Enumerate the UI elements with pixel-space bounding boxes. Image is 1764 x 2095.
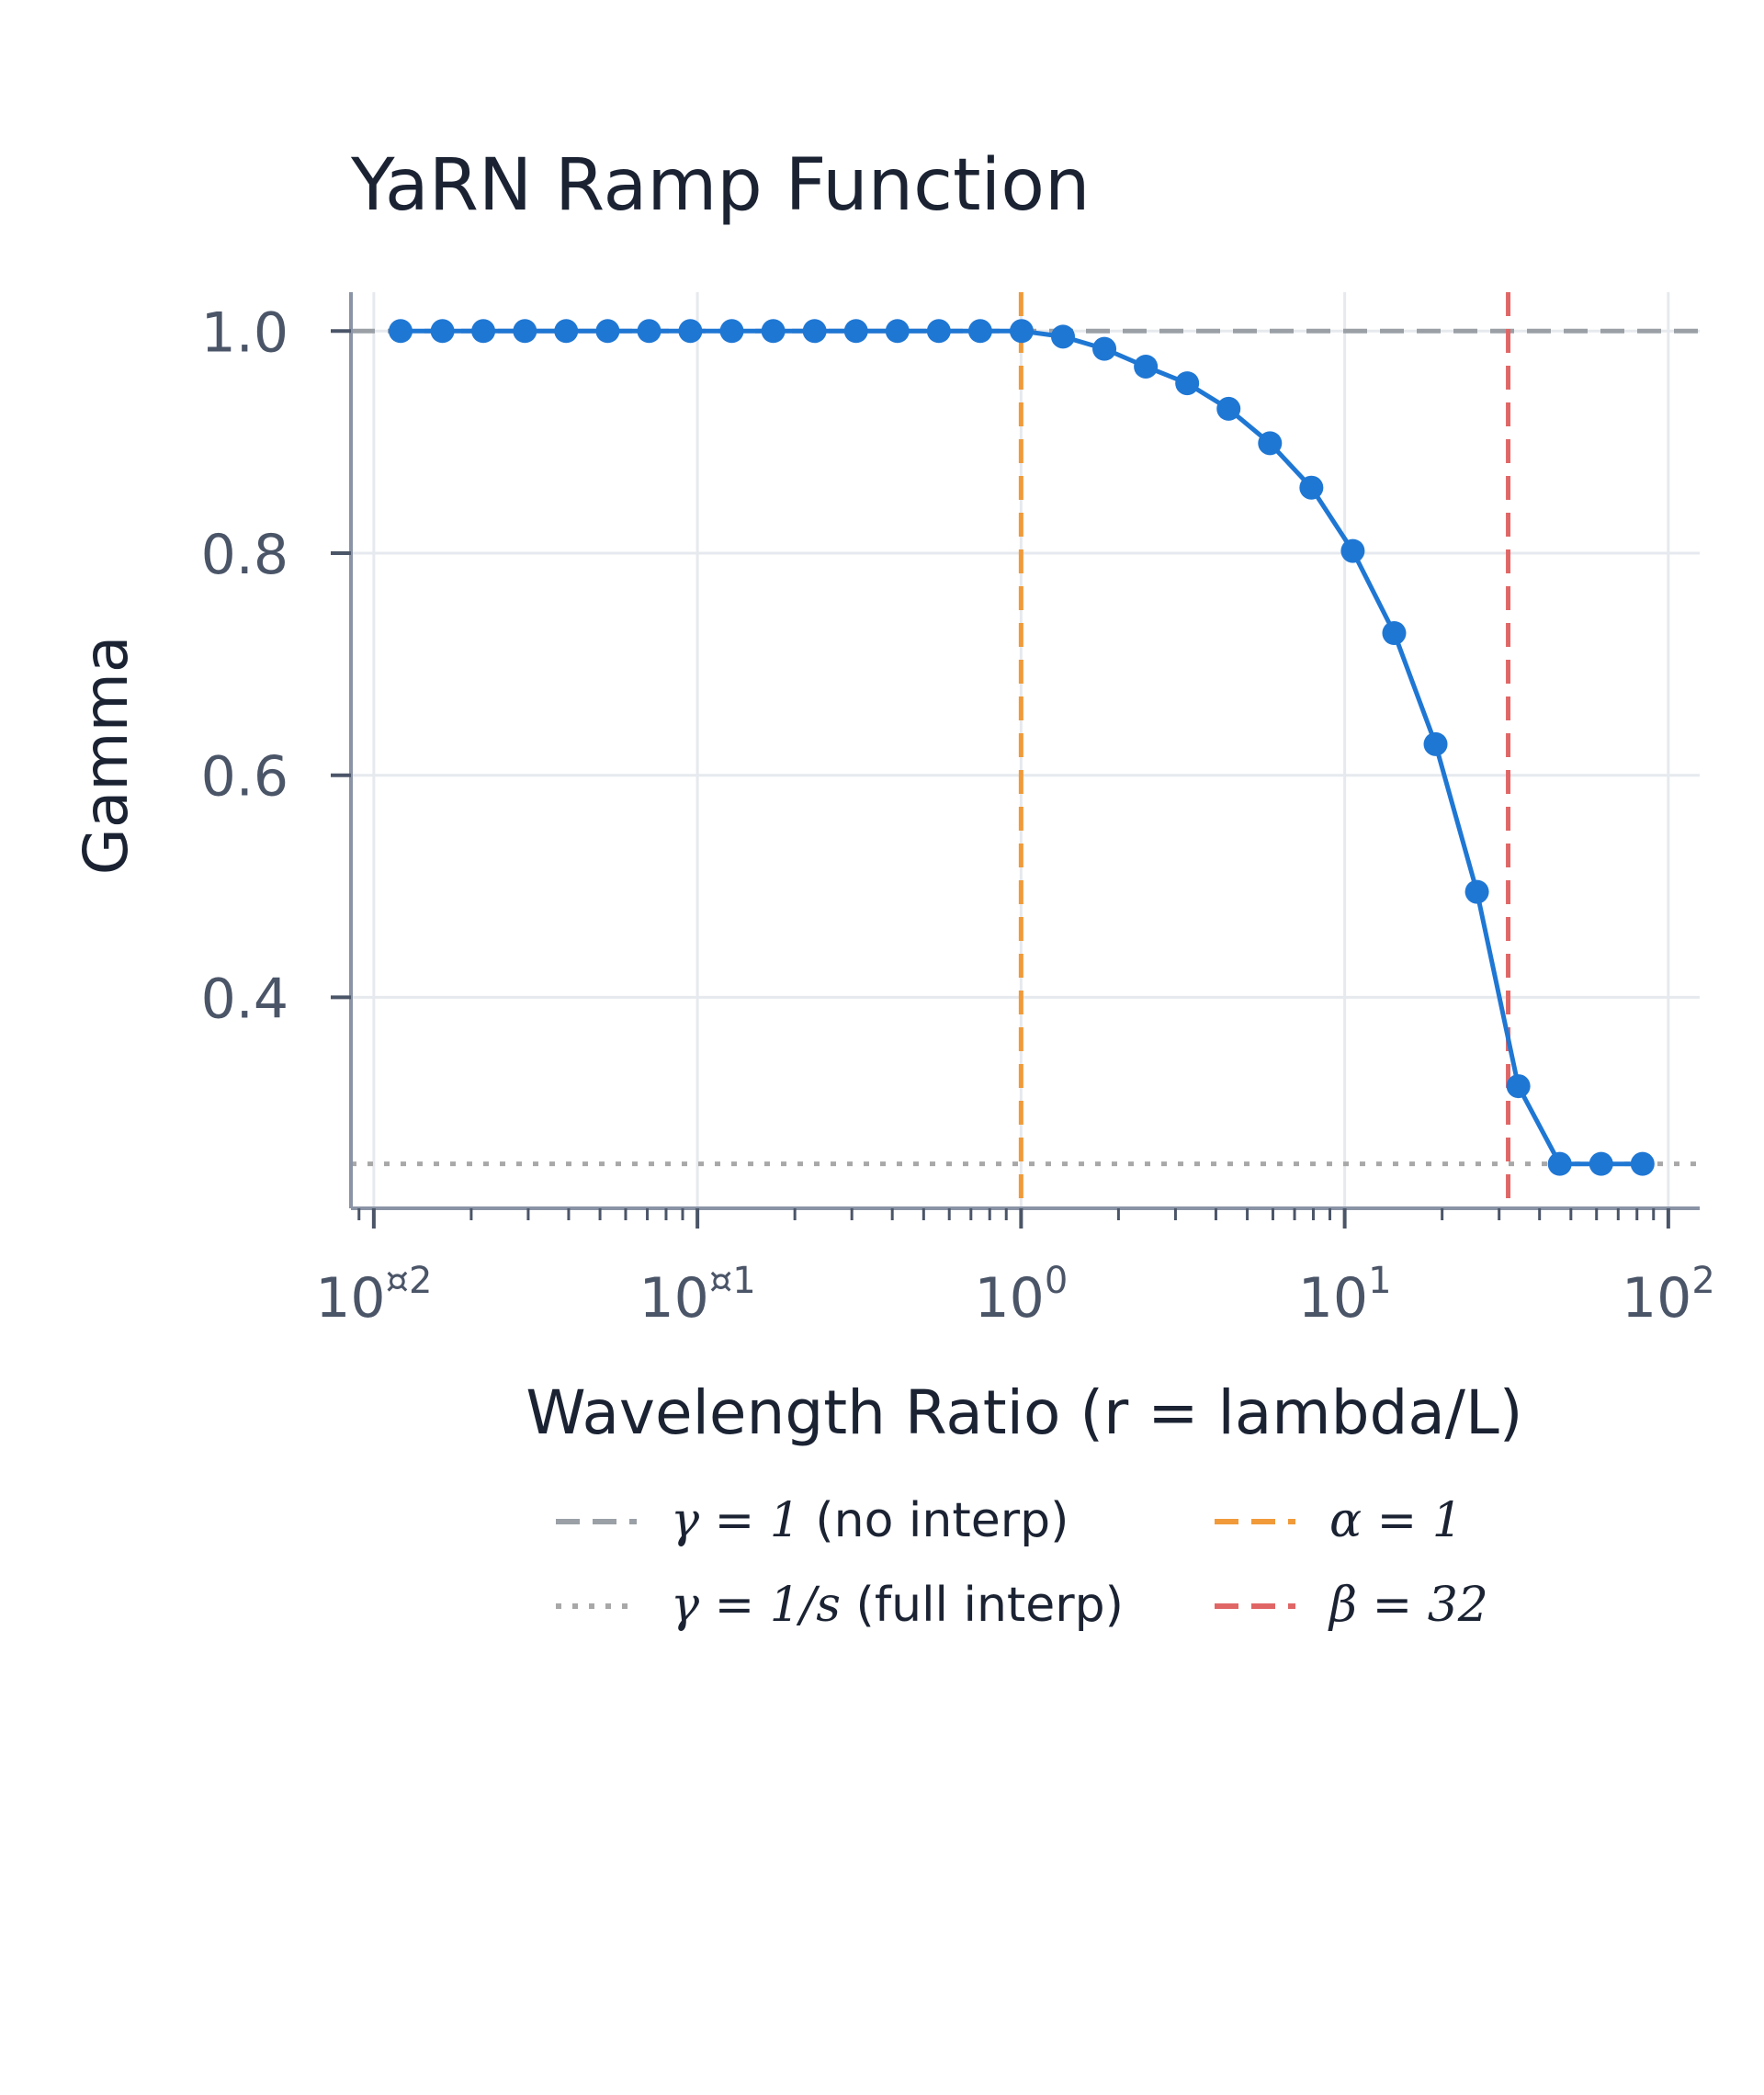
x-tick-label: 101 (1298, 1260, 1392, 1331)
data-point (1175, 371, 1200, 396)
data-point (926, 319, 951, 344)
grid (351, 292, 1700, 1208)
legend-label-3: α = 1 (1329, 1493, 1463, 1548)
data-point (1547, 1151, 1572, 1176)
data-point (967, 319, 992, 344)
data-point (802, 319, 827, 344)
data-point (471, 319, 496, 344)
data-point (1258, 431, 1283, 456)
data-point (1340, 538, 1365, 563)
data-point (1382, 621, 1407, 646)
data-point (1092, 336, 1117, 361)
legend: γ = 1 (no interp) γ = 1/s (full interp) α … (556, 1493, 1488, 1633)
legend-label-4: β = 32 (1328, 1578, 1488, 1633)
x-tick-label: 10¤2 (315, 1260, 432, 1331)
data-point (1216, 396, 1241, 421)
data-point (1506, 1074, 1531, 1099)
data-point (843, 319, 868, 344)
y-tick-label: 0.6 (201, 745, 288, 810)
data-point (719, 319, 744, 344)
data-series (389, 319, 1655, 1176)
legend-label-2: γ = 1/s (full interp) (671, 1578, 1124, 1633)
x-tick-label: 10¤1 (639, 1260, 755, 1331)
axes (349, 292, 1700, 1210)
y-axis-label: Gamma (71, 636, 141, 876)
y-tick-label: 0.8 (201, 523, 288, 587)
x-axis-label: Wavelength Ratio (r = lambda/L) (526, 1377, 1522, 1448)
y-tick-label: 0.4 (201, 967, 288, 1031)
data-point (1051, 324, 1076, 349)
data-point (513, 319, 537, 344)
data-point (430, 319, 455, 344)
data-point (389, 319, 413, 344)
data-point (678, 319, 703, 344)
legend-label-1: γ = 1 (no interp) (671, 1493, 1069, 1548)
data-point (1299, 475, 1324, 500)
x-tick-label: 100 (974, 1260, 1068, 1331)
data-point (761, 319, 786, 344)
tick-marks: 0.4 0.6 0.8 1.0 10¤2 10¤1 100 101 102 (201, 300, 1715, 1331)
reference-lines (351, 292, 1700, 1208)
data-point (1009, 319, 1034, 344)
data-point (637, 319, 662, 344)
data-point (1630, 1151, 1655, 1176)
data-point (885, 319, 910, 344)
data-point (1464, 879, 1489, 904)
data-point (1134, 354, 1159, 379)
chart-title: YaRN Ramp Function (350, 144, 1090, 227)
data-point (554, 319, 579, 344)
data-point (1589, 1151, 1613, 1176)
y-tick-label: 1.0 (201, 300, 288, 365)
data-point (595, 319, 620, 344)
x-tick-label: 102 (1622, 1260, 1715, 1331)
data-point (1423, 731, 1448, 756)
